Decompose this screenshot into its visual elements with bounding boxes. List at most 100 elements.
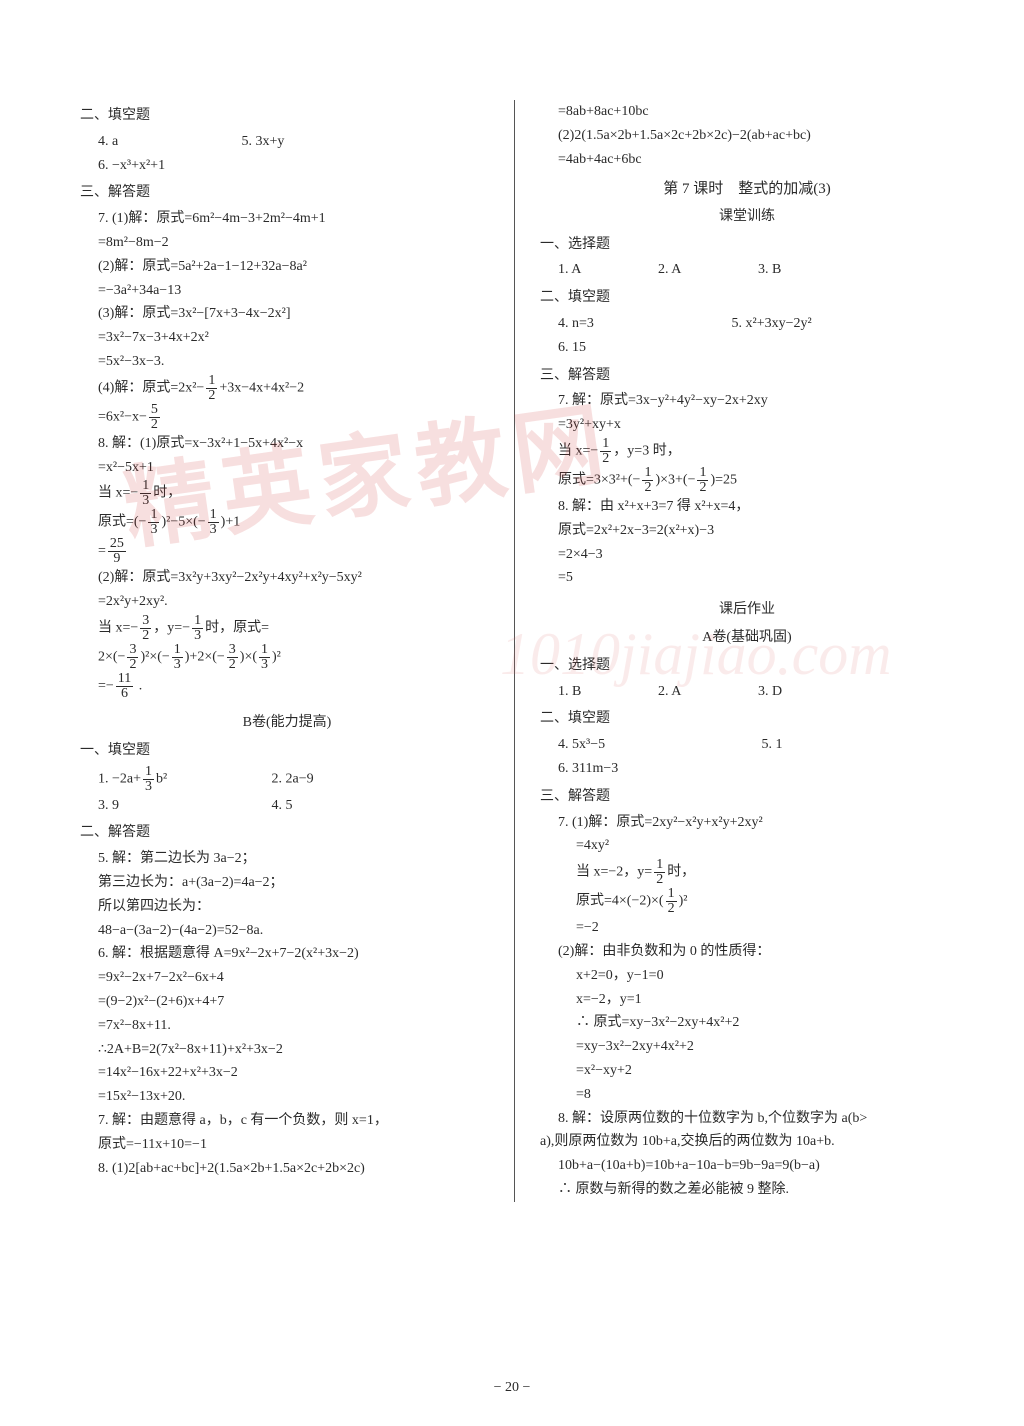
q8-1d: 原式=(−13)²−5×(−13)+1 bbox=[98, 508, 494, 537]
q8-2a: (2)解：原式=3x²y+3xy²−2x²y+4xy²+x²y−5xy² bbox=[98, 566, 494, 590]
ra2: 2. A bbox=[658, 680, 718, 704]
frac-half-r3: 12 bbox=[697, 466, 708, 495]
r-choice-row: 1. A 2. A 3. B bbox=[558, 258, 954, 282]
rb8d: ∴ 原数与新得的数之差必能被 9 整除. bbox=[558, 1178, 954, 1202]
r2: 2. A bbox=[658, 258, 718, 282]
ra4: 4. 5x³−5 bbox=[558, 733, 758, 757]
q8-2c-post: 时，原式= bbox=[205, 621, 269, 636]
q8-1d-pre: 原式=(− bbox=[98, 515, 146, 530]
b5c: 所以第四边长为： bbox=[98, 895, 494, 919]
frac-25over9: 259 bbox=[108, 537, 126, 566]
rb8c: 10b+a−(10a+b)=10b+a−10a−b=9b−9a=9(b−a) bbox=[558, 1154, 954, 1178]
frac-half: 12 bbox=[206, 374, 217, 403]
r3: 3. B bbox=[758, 258, 818, 282]
b-fill: 一、填空题 bbox=[80, 739, 494, 763]
right-column: =8ab+8ac+10bc (2)2(1.5a×2b+1.5a×2c+2b×2c… bbox=[514, 100, 954, 1202]
frac-half-r4: 12 bbox=[654, 858, 665, 887]
q8-2d-m3: )×( bbox=[240, 650, 257, 665]
r8a: 8. 解：由 x²+x+3=7 得 x²+x=4， bbox=[558, 495, 954, 519]
b2: 2. 2a−9 bbox=[272, 771, 314, 786]
r-fill-row1: 4. n=3 5. x²+3xy−2y² bbox=[558, 312, 954, 336]
frac-half-r1: 12 bbox=[600, 437, 611, 466]
b6c: =(9−2)x²−(2+6)x+4+7 bbox=[98, 990, 494, 1014]
frac-half-r5: 12 bbox=[666, 887, 677, 916]
ra-choice-row: 1. B 2. A 3. D bbox=[558, 680, 954, 704]
r0a: =8ab+8ac+10bc bbox=[558, 100, 954, 124]
r-choice: 一、选择题 bbox=[540, 233, 954, 257]
r4: 4. n=3 bbox=[558, 312, 728, 336]
rb7g: x+2=0，y−1=0 bbox=[576, 964, 954, 988]
q7-4b: =6x²−x−52 bbox=[98, 403, 494, 432]
subtitle-1: 课堂训练 bbox=[540, 205, 954, 229]
b7a: 7. 解：由题意得 a，b，c 有一个负数，则 x=1， bbox=[98, 1109, 494, 1133]
q8-2e-pre: =− bbox=[98, 679, 114, 694]
a-section-title: A卷(基础巩固) bbox=[540, 626, 954, 650]
b1-post: b² bbox=[156, 771, 167, 786]
frac-3over2-c: 32 bbox=[227, 643, 238, 672]
q7-1b: =8m²−8m−2 bbox=[98, 231, 494, 255]
q8-2d: 2×(−32)²×(−13)+2×(−32)×(13)² bbox=[98, 643, 494, 672]
q8-1e: =259 bbox=[98, 537, 494, 566]
rb7d: 原式=4×(−2)×(12)² bbox=[576, 887, 954, 916]
ra1: 1. B bbox=[558, 680, 618, 704]
lesson-title: 第 7 课时 整式的加减(3) bbox=[540, 177, 954, 203]
section-fill: 二、填空题 bbox=[80, 104, 494, 128]
rb7e: =−2 bbox=[576, 916, 954, 940]
frac-third-d: 13 bbox=[192, 614, 203, 643]
b6g: =15x²−13x+20. bbox=[98, 1085, 494, 1109]
r7a: 7. 解：原式=3x−y²+4y²−xy−2x+2xy bbox=[558, 389, 954, 413]
b4: 4. 5 bbox=[272, 798, 293, 813]
b6b: =9x²−2x+7−2x²−6x+4 bbox=[98, 966, 494, 990]
b-row1: 1. −2a+13b² 2. 2a−9 bbox=[98, 765, 494, 794]
r0b: (2)2(1.5a×2b+1.5a×2c+2b×2c)−2(ab+ac+bc) bbox=[558, 124, 954, 148]
r0c: =4ab+4ac+6bc bbox=[558, 148, 954, 172]
q8-1c-pre: 当 x=− bbox=[98, 486, 138, 501]
q8-1c-post: 时， bbox=[153, 486, 181, 501]
section-solve: 三、解答题 bbox=[80, 181, 494, 205]
rb7f: (2)解：由非负数和为 0 的性质得： bbox=[558, 940, 954, 964]
q8-1c: 当 x=−13时， bbox=[98, 479, 494, 508]
r1: 1. A bbox=[558, 258, 618, 282]
frac-third-b: 13 bbox=[148, 508, 159, 537]
rb7l: =8 bbox=[576, 1083, 954, 1107]
q8-1d-post: )+1 bbox=[221, 515, 241, 530]
r7b: =3y²+xy+x bbox=[558, 413, 954, 437]
r-solve: 三、解答题 bbox=[540, 364, 954, 388]
q8-2e: =−116 . bbox=[98, 672, 494, 701]
rb7h: x=−2，y=1 bbox=[576, 988, 954, 1012]
r7d-pre: 原式=3×3²+(− bbox=[558, 473, 640, 488]
r7d-mid: )×3+(− bbox=[655, 473, 695, 488]
frac-5over2: 52 bbox=[149, 403, 160, 432]
page-number: − 20 − bbox=[0, 1380, 1024, 1396]
ans-5: 5. 3x+y bbox=[242, 134, 285, 149]
q8-1a: 8. 解：(1)原式=x−3x²+1−5x+4x²−x bbox=[98, 432, 494, 456]
frac-3over2-b: 32 bbox=[127, 643, 138, 672]
rb7c-pre: 当 x=−2，y= bbox=[576, 865, 652, 880]
r-fill: 二、填空题 bbox=[540, 286, 954, 310]
q8-2c-mid: ，y=− bbox=[153, 621, 190, 636]
b-row2: 3. 9 4. 5 bbox=[98, 794, 494, 818]
r8d: =5 bbox=[558, 566, 954, 590]
rb7d-pre: 原式=4×(−2)×( bbox=[576, 894, 664, 909]
frac-third-c: 13 bbox=[208, 508, 219, 537]
b1-pre: 1. −2a+ bbox=[98, 771, 141, 786]
rb7c: 当 x=−2，y=12时， bbox=[576, 858, 954, 887]
q8-2d-m2: )+2×(− bbox=[185, 650, 225, 665]
ans-row: 4. a 5. 3x+y bbox=[98, 130, 494, 154]
after-title: 课后作业 bbox=[540, 598, 954, 622]
q8-1b: =x²−5x+1 bbox=[98, 456, 494, 480]
rb7d-post: )² bbox=[679, 894, 688, 909]
b6a: 6. 解：根据题意得 A=9x²−2x+7−2(x²+3x−2) bbox=[98, 942, 494, 966]
q8-2b: =2x²y+2xy². bbox=[98, 590, 494, 614]
ra-fill-row1: 4. 5x³−5 5. 1 bbox=[558, 733, 954, 757]
r7c: 当 x=−12，y=3 时， bbox=[558, 437, 954, 466]
q8-2d-post: )² bbox=[272, 650, 281, 665]
ans-6: 6. −x³+x²+1 bbox=[98, 154, 494, 178]
rb7j: =xy−3x²−2xy+4x²+2 bbox=[576, 1035, 954, 1059]
q8-2c: 当 x=−32，y=−13时，原式= bbox=[98, 614, 494, 643]
rb7i: ∴ 原式=xy−3x²−2xy+4x²+2 bbox=[576, 1011, 954, 1035]
r7d: 原式=3×3²+(−12)×3+(−12)=25 bbox=[558, 466, 954, 495]
r7c-post: ，y=3 时， bbox=[613, 444, 680, 459]
b5b: 第三边长为：a+(3a−2)=4a−2； bbox=[98, 871, 494, 895]
b-section-title: B卷(能力提高) bbox=[80, 711, 494, 735]
